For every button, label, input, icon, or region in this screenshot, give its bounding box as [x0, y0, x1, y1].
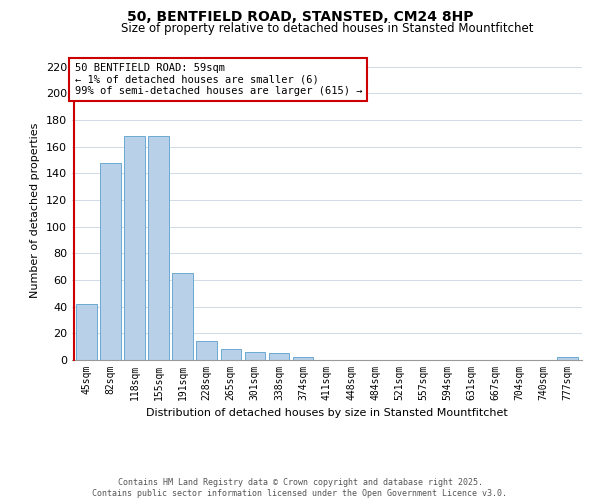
Bar	[100, 162, 121, 360]
Bar	[557, 358, 578, 360]
Text: Contains HM Land Registry data © Crown copyright and database right 2025.
Contai: Contains HM Land Registry data © Crown c…	[92, 478, 508, 498]
Bar	[124, 136, 145, 360]
Text: 50 BENTFIELD ROAD: 59sqm
← 1% of detached houses are smaller (6)
99% of semi-det: 50 BENTFIELD ROAD: 59sqm ← 1% of detache…	[74, 63, 362, 96]
Bar	[269, 354, 289, 360]
Title: Size of property relative to detached houses in Stansted Mountfitchet: Size of property relative to detached ho…	[121, 22, 533, 35]
Bar	[148, 136, 169, 360]
Bar	[221, 350, 241, 360]
Bar	[196, 342, 217, 360]
Bar	[245, 352, 265, 360]
Bar	[172, 274, 193, 360]
Bar	[293, 358, 313, 360]
X-axis label: Distribution of detached houses by size in Stansted Mountfitchet: Distribution of detached houses by size …	[146, 408, 508, 418]
Y-axis label: Number of detached properties: Number of detached properties	[31, 122, 40, 298]
Bar	[76, 304, 97, 360]
Text: 50, BENTFIELD ROAD, STANSTED, CM24 8HP: 50, BENTFIELD ROAD, STANSTED, CM24 8HP	[127, 10, 473, 24]
